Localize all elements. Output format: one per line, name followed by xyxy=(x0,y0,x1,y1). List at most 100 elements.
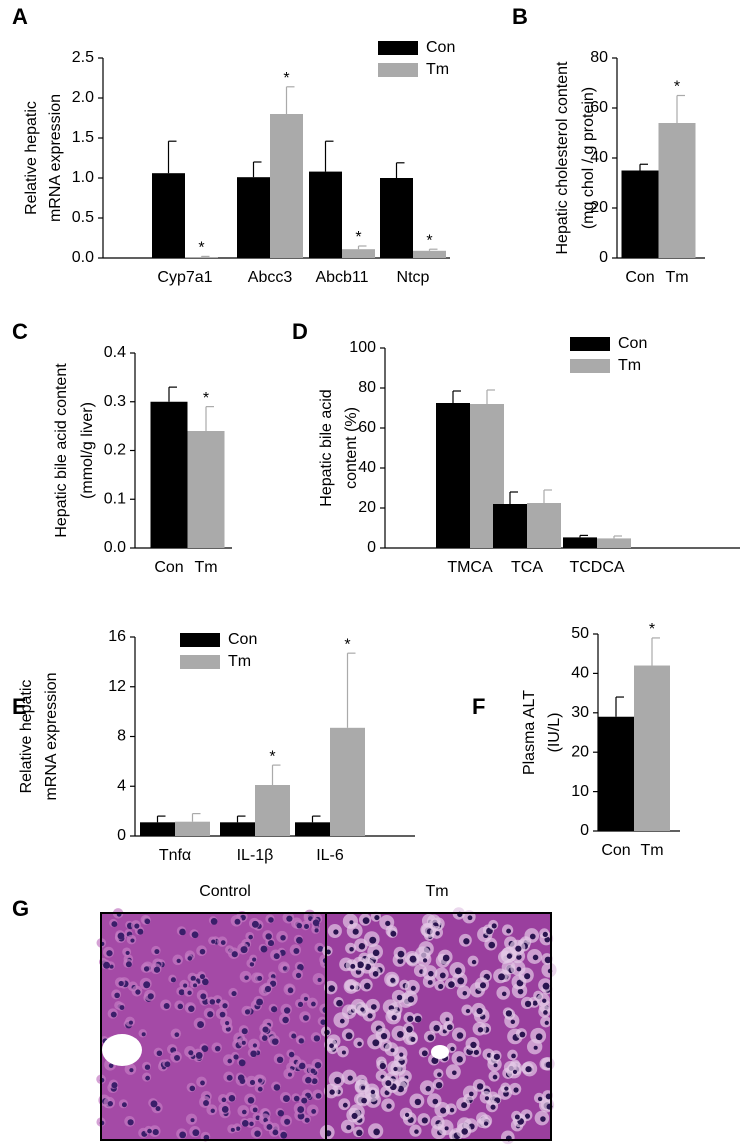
nucleus xyxy=(422,958,428,963)
image-label: Control xyxy=(199,883,251,900)
nucleus xyxy=(295,972,302,979)
nucleus xyxy=(450,1046,455,1052)
nucleus xyxy=(296,922,303,929)
bar xyxy=(658,123,696,258)
bar xyxy=(309,171,342,258)
nucleus xyxy=(130,938,135,943)
nucleus xyxy=(209,999,216,1005)
nucleus xyxy=(235,1126,241,1131)
nucleus xyxy=(397,958,404,965)
nucleus xyxy=(241,1040,246,1045)
nucleus xyxy=(491,923,497,929)
nucleus xyxy=(350,963,356,969)
nucleus xyxy=(439,972,446,979)
bar xyxy=(270,114,303,258)
nucleus xyxy=(347,1075,353,1081)
nucleus xyxy=(118,980,124,987)
nucleus xyxy=(125,961,132,968)
nucleus xyxy=(364,963,372,971)
nucleus xyxy=(542,982,550,990)
y-tick-label: 60 xyxy=(358,419,376,436)
nucleus xyxy=(143,981,151,989)
nucleus xyxy=(298,1062,306,1070)
nucleus xyxy=(107,1101,113,1107)
nucleus xyxy=(317,977,322,983)
nucleus xyxy=(111,1082,118,1089)
x-tick-label: Tm xyxy=(665,269,688,286)
panel-letter: A xyxy=(12,4,28,29)
nucleus xyxy=(293,948,300,954)
panel-letter: B xyxy=(512,4,528,29)
nucleus xyxy=(446,1024,453,1031)
nucleus xyxy=(342,1102,348,1108)
nucleus xyxy=(346,1124,352,1130)
nucleus xyxy=(211,939,216,944)
nucleus xyxy=(271,1006,278,1013)
y-tick-label: 40 xyxy=(571,665,589,682)
nucleus xyxy=(296,936,303,944)
nucleus xyxy=(312,919,320,927)
nucleus xyxy=(265,933,272,940)
nucleus xyxy=(385,1080,392,1087)
nucleus xyxy=(374,914,380,921)
nucleus xyxy=(409,955,417,963)
nucleus xyxy=(251,920,259,928)
y-axis-label: Hepatic cholesterol content xyxy=(554,61,571,255)
x-tick-label: TCA xyxy=(511,559,543,576)
y-axis-label: (IU/L) xyxy=(546,713,563,753)
nucleus xyxy=(349,985,355,990)
nucleus xyxy=(264,985,272,993)
nucleus xyxy=(407,1015,414,1022)
nucleus xyxy=(537,1096,543,1102)
y-tick-label: 0 xyxy=(580,822,589,839)
y-tick-label: 10 xyxy=(571,783,589,800)
nucleus xyxy=(282,1095,290,1103)
nucleus xyxy=(393,1066,398,1072)
nucleus xyxy=(293,1095,300,1102)
nucleus xyxy=(134,923,140,929)
nucleus xyxy=(241,1028,248,1035)
bar xyxy=(621,170,659,258)
nucleus xyxy=(372,949,380,957)
bar xyxy=(237,177,270,258)
nucleus xyxy=(498,973,505,981)
panel-letter: C xyxy=(12,319,28,344)
nucleus xyxy=(484,1096,490,1101)
nucleus xyxy=(488,941,496,949)
x-tick-label: Tnfα xyxy=(159,847,191,864)
nucleus xyxy=(193,983,198,988)
nucleus xyxy=(461,1102,468,1109)
nucleus xyxy=(452,1070,457,1076)
nucleus xyxy=(542,998,547,1003)
nucleus xyxy=(356,1129,363,1137)
nucleus xyxy=(444,1126,449,1131)
nucleus xyxy=(200,993,207,1000)
nucleus xyxy=(479,982,487,989)
x-tick-label: IL-6 xyxy=(316,847,344,864)
nucleus xyxy=(153,966,161,973)
nucleus xyxy=(525,1066,532,1073)
x-tick-label: Tm xyxy=(640,842,663,859)
bar xyxy=(436,403,470,548)
nucleus xyxy=(135,989,141,995)
nucleus xyxy=(544,956,552,964)
bar xyxy=(175,821,210,836)
nucleus xyxy=(244,975,249,980)
nucleus xyxy=(437,1072,442,1077)
legend-swatch xyxy=(180,655,220,669)
nucleus xyxy=(334,1077,342,1084)
nucleus xyxy=(282,966,287,971)
nucleus xyxy=(357,961,364,969)
nucleus xyxy=(280,935,286,941)
nucleus xyxy=(271,1038,279,1045)
nucleus xyxy=(174,1054,180,1061)
significance-mark: * xyxy=(198,240,204,257)
nucleus xyxy=(524,1113,531,1119)
nucleus xyxy=(410,1036,416,1042)
nucleus xyxy=(179,928,186,936)
y-tick-label: 0 xyxy=(599,249,608,266)
nucleus xyxy=(339,1018,345,1024)
y-tick-label: 12 xyxy=(108,678,126,695)
nucleus xyxy=(214,1045,221,1052)
